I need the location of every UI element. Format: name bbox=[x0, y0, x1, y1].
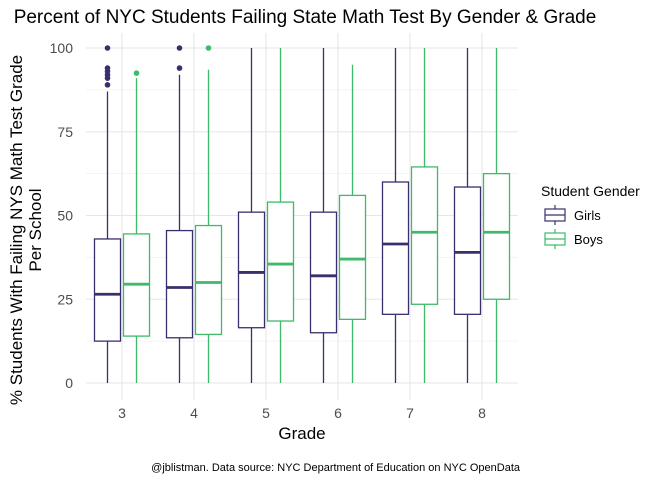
box-boys-grade-4 bbox=[194, 45, 223, 383]
box-boys-grade-3 bbox=[122, 70, 151, 383]
legend: Student Gender Girls Boys bbox=[541, 183, 640, 249]
box-girls-grade-4 bbox=[165, 45, 194, 383]
legend-key-boys bbox=[544, 229, 566, 249]
outlier-point bbox=[133, 70, 140, 76]
box-iqr bbox=[165, 229, 194, 339]
box-iqr bbox=[309, 211, 338, 334]
grid-lines bbox=[86, 33, 518, 400]
box-iqr bbox=[194, 224, 223, 336]
x-tick-label: 8 bbox=[478, 405, 486, 421]
legend-title: Student Gender bbox=[541, 183, 640, 199]
box-boys-grade-8 bbox=[482, 48, 511, 383]
box-iqr bbox=[453, 186, 482, 315]
box-boys-grade-6 bbox=[338, 64, 367, 383]
x-tick-label: 7 bbox=[406, 405, 414, 421]
caption: @jblistman. Data source: NYC Department … bbox=[151, 462, 521, 474]
chart-title: Percent of NYC Students Failing State Ma… bbox=[14, 7, 597, 28]
y-tick-label: 0 bbox=[65, 375, 73, 391]
box-iqr bbox=[338, 194, 367, 320]
outlier-point bbox=[104, 82, 111, 88]
y-tick-label: 75 bbox=[57, 124, 73, 140]
y-tick-label: 50 bbox=[57, 208, 73, 224]
box-boys-grade-5 bbox=[266, 48, 295, 383]
box-girls-grade-6 bbox=[309, 48, 338, 383]
x-tick-label: 3 bbox=[118, 405, 126, 421]
y-tick-label: 100 bbox=[50, 40, 74, 56]
box-series bbox=[93, 45, 511, 383]
box-girls-grade-8 bbox=[453, 48, 482, 383]
box-iqr bbox=[93, 238, 122, 342]
box-girls-grade-5 bbox=[237, 48, 266, 383]
box-iqr bbox=[237, 211, 266, 329]
box-iqr bbox=[381, 181, 410, 315]
y-axis-label-line-2: Per School bbox=[26, 188, 45, 271]
axes: 0 25 50 75 100 3 4 5 6 7 8 bbox=[50, 40, 486, 421]
box-iqr bbox=[410, 166, 439, 305]
outlier-point bbox=[205, 45, 212, 51]
box-boys-grade-7 bbox=[410, 48, 439, 383]
outlier-point bbox=[176, 45, 183, 51]
x-tick-label: 6 bbox=[334, 405, 342, 421]
x-tick-label: 5 bbox=[262, 405, 270, 421]
y-axis-label-line-1: % Students With Failing NYS Math Test Gr… bbox=[7, 55, 26, 405]
x-axis-label: Grade bbox=[278, 424, 325, 443]
box-girls-grade-3 bbox=[93, 45, 122, 383]
x-tick-label: 4 bbox=[190, 405, 198, 421]
box-girls-grade-7 bbox=[381, 48, 410, 383]
y-axis-label-group: % Students With Failing NYS Math Test Gr… bbox=[7, 55, 45, 405]
legend-key-girls bbox=[544, 205, 566, 225]
box-iqr bbox=[266, 201, 295, 322]
legend-label-boys: Boys bbox=[574, 232, 603, 247]
legend-label-girls: Girls bbox=[574, 208, 601, 223]
outlier-point bbox=[104, 45, 111, 51]
y-tick-label: 25 bbox=[57, 291, 73, 307]
box-iqr bbox=[482, 172, 511, 300]
outlier-point bbox=[104, 65, 111, 71]
outlier-point bbox=[176, 65, 183, 71]
